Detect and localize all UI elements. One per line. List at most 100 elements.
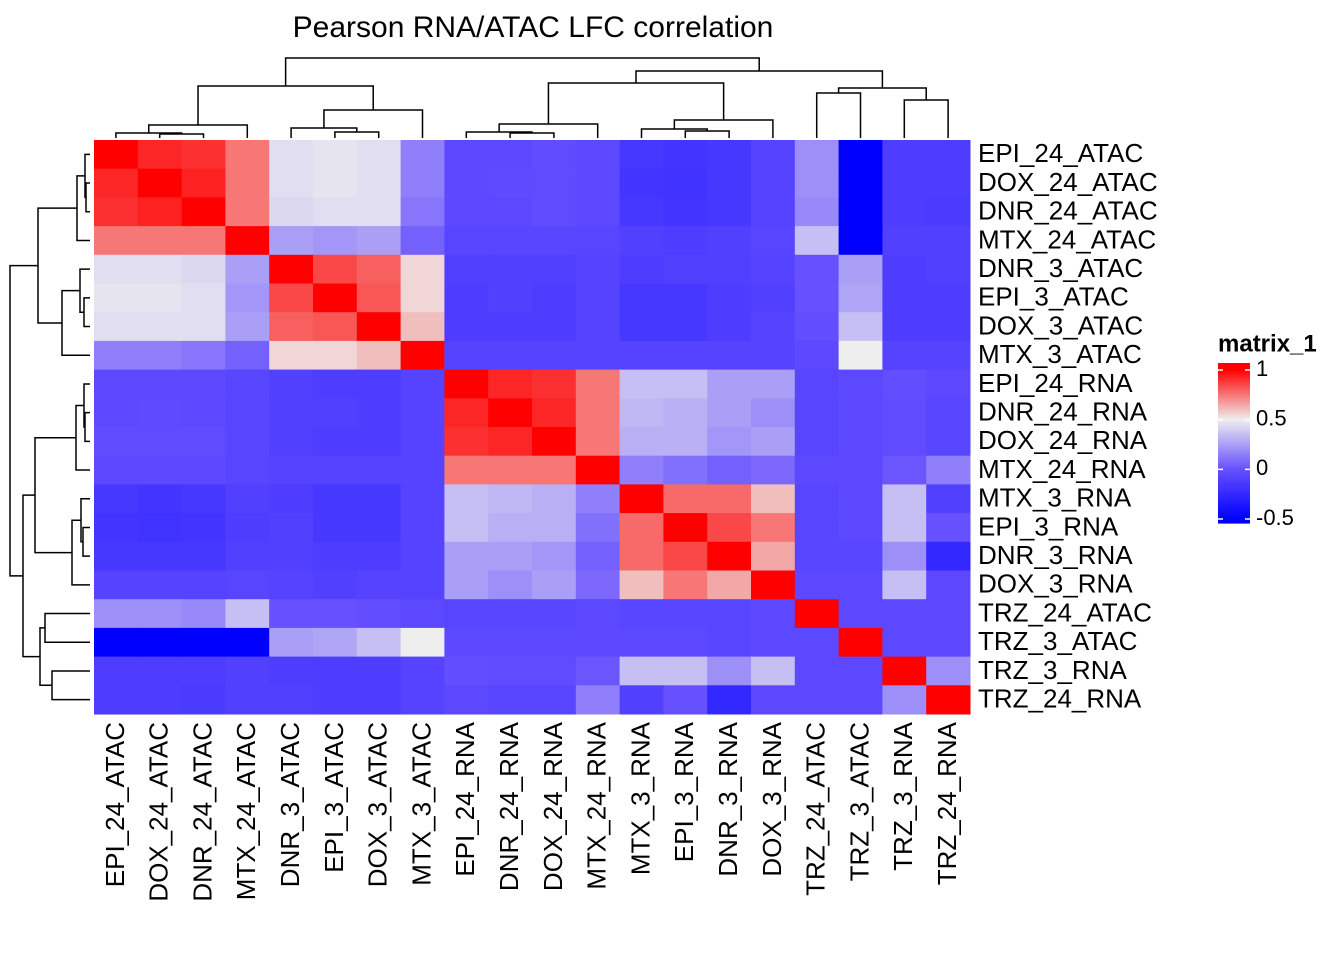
heatmap-cell <box>269 168 314 198</box>
heatmap-cell <box>444 197 489 227</box>
heatmap-cell <box>313 168 358 198</box>
heatmap-cell <box>707 427 752 457</box>
heatmap-cell <box>444 541 489 571</box>
heatmap-cell <box>575 283 621 313</box>
heatmap-cell <box>838 513 883 543</box>
colorbar-segment <box>1218 469 1250 472</box>
colorbar-segment <box>1218 419 1250 422</box>
heatmap-cell <box>313 627 358 658</box>
heatmap-cell <box>751 254 796 284</box>
heatmap-cell <box>751 656 796 686</box>
heatmap-cell <box>882 484 927 514</box>
heatmap-cell <box>181 427 226 457</box>
heatmap-cell <box>137 455 183 485</box>
heatmap-cell <box>225 340 270 371</box>
heatmap-cell <box>794 627 840 658</box>
heatmap-cell <box>882 283 927 313</box>
heatmap-cell <box>313 656 358 686</box>
heatmap-cell <box>181 398 226 428</box>
heatmap-cell <box>794 570 840 600</box>
heatmap-cell <box>882 627 927 658</box>
column-label: DNR_3_ATAC <box>275 722 305 887</box>
heatmap-cell <box>225 197 270 227</box>
heatmap-cell <box>94 369 139 399</box>
heatmap-cell <box>926 197 971 227</box>
heatmap-cell <box>663 570 708 600</box>
heatmap-cell <box>137 427 183 457</box>
heatmap-cell <box>926 140 971 170</box>
column-label: TRZ_24_RNA <box>932 721 962 885</box>
heatmap-cell <box>926 283 971 313</box>
heatmap-cell <box>225 513 270 543</box>
row-dendrogram <box>85 182 90 213</box>
heatmap-cell <box>532 484 577 514</box>
heatmap-cell <box>663 283 708 313</box>
heatmap-cell <box>707 484 752 514</box>
heatmap-cell <box>751 369 796 399</box>
heatmap-cell <box>269 541 314 571</box>
colorbar-segment <box>1218 481 1250 484</box>
colorbar-segment <box>1218 367 1250 370</box>
colorbar-segment <box>1218 507 1250 510</box>
column-label: MTX_24_ATAC <box>231 722 261 900</box>
column-label: DNR_24_ATAC <box>187 722 217 902</box>
heatmap-cell <box>794 226 840 256</box>
heatmap-cell <box>225 168 270 198</box>
colorbar-segment <box>1218 371 1250 374</box>
heatmap-cell <box>313 685 358 715</box>
heatmap-cell <box>400 283 445 313</box>
heatmap-cell <box>269 656 314 686</box>
row-label: EPI_3_RNA <box>978 511 1119 541</box>
heatmap-cell <box>313 570 358 600</box>
heatmap-cell <box>313 484 358 514</box>
heatmap-cell <box>794 283 840 313</box>
heatmap-cell <box>225 283 270 313</box>
heatmap-cell <box>532 455 577 485</box>
column-label: MTX_3_ATAC <box>406 722 436 886</box>
colorbar-segment <box>1218 385 1250 388</box>
heatmap-cell <box>663 369 708 399</box>
heatmap-cell <box>181 283 226 313</box>
row-label: DNR_24_RNA <box>978 397 1148 427</box>
colorbar-segment <box>1218 497 1250 500</box>
heatmap-cell <box>356 340 402 371</box>
heatmap-cell <box>488 627 533 658</box>
heatmap-cell <box>488 226 533 256</box>
heatmap-cell <box>707 283 752 313</box>
heatmap-cell <box>269 427 314 457</box>
heatmap-cell <box>269 398 314 428</box>
heatmap-cell <box>751 226 796 256</box>
colorbar-segment <box>1218 379 1250 382</box>
heatmap-cell <box>356 484 402 514</box>
heatmap-cell <box>137 312 183 342</box>
colorbar-segment <box>1218 443 1250 446</box>
heatmap-cell <box>794 340 840 371</box>
colorbar-segment <box>1218 471 1250 474</box>
row-label: DOX_24_ATAC <box>978 167 1158 197</box>
heatmap-cell <box>751 140 796 170</box>
heatmap-cell <box>225 627 270 658</box>
colorbar-segment <box>1218 483 1250 486</box>
column-label: TRZ_3_ATAC <box>844 722 874 881</box>
heatmap-cell <box>926 312 971 342</box>
heatmap-cell <box>619 484 664 514</box>
heatmap-cell <box>94 197 139 227</box>
heatmap-cell <box>663 541 708 571</box>
row-dendrogram <box>84 411 90 443</box>
heatmap-cell <box>400 484 445 514</box>
heatmap-cell <box>137 570 183 600</box>
heatmap-cell <box>444 455 489 485</box>
heatmap-cell <box>181 312 226 342</box>
heatmap-cell <box>181 455 226 485</box>
heatmap-cell <box>356 168 402 198</box>
heatmap-cell <box>751 685 796 715</box>
row-dendrogram <box>39 627 52 687</box>
heatmap-cell <box>838 599 883 629</box>
colorbar-segment <box>1218 477 1250 480</box>
heatmap-cell <box>356 254 402 284</box>
heatmap-cell <box>94 599 139 629</box>
heatmap-cell <box>137 627 183 658</box>
row-dendrogram <box>44 612 90 643</box>
heatmap-cell <box>926 226 971 256</box>
heatmap-cell <box>400 541 445 571</box>
